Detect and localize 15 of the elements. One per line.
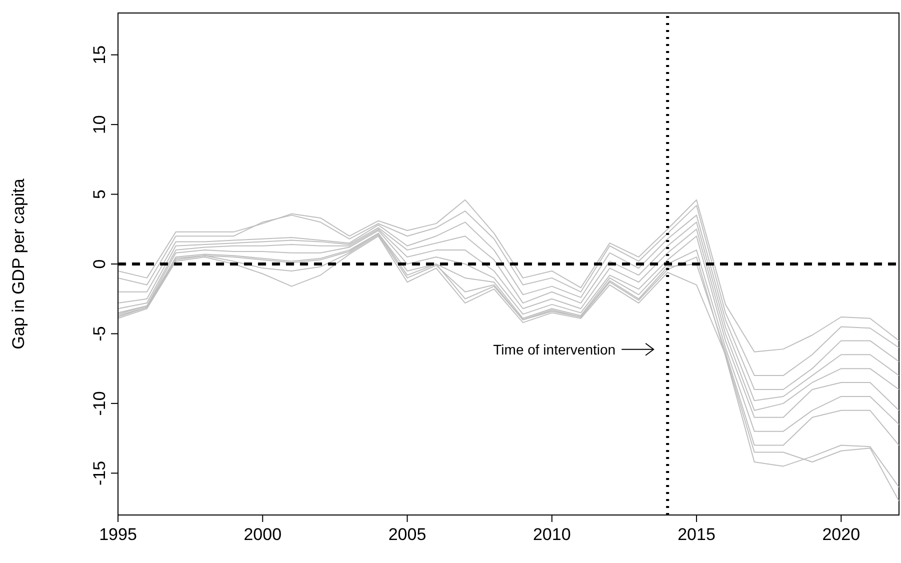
y-tick-label: -10 bbox=[90, 391, 109, 416]
y-tick-label: -15 bbox=[90, 460, 109, 486]
x-tick-label: 2010 bbox=[532, 525, 571, 544]
y-axis-title: Gap in GDP per capita bbox=[9, 178, 28, 350]
annotation: Time of intervention bbox=[493, 341, 616, 358]
y-tick-label: 5 bbox=[90, 190, 109, 200]
x-tick-label: 2020 bbox=[822, 525, 860, 544]
y-tick-label: 0 bbox=[90, 259, 109, 269]
y-tick-label: -5 bbox=[90, 326, 109, 342]
y-tick-label: 10 bbox=[90, 115, 109, 134]
x-tick-label: 2000 bbox=[244, 525, 282, 544]
x-tick-label: 2005 bbox=[388, 525, 426, 544]
x-tick-label: 2015 bbox=[678, 525, 716, 544]
y-tick-label: 15 bbox=[90, 45, 109, 64]
x-tick-label: 1995 bbox=[99, 525, 137, 544]
